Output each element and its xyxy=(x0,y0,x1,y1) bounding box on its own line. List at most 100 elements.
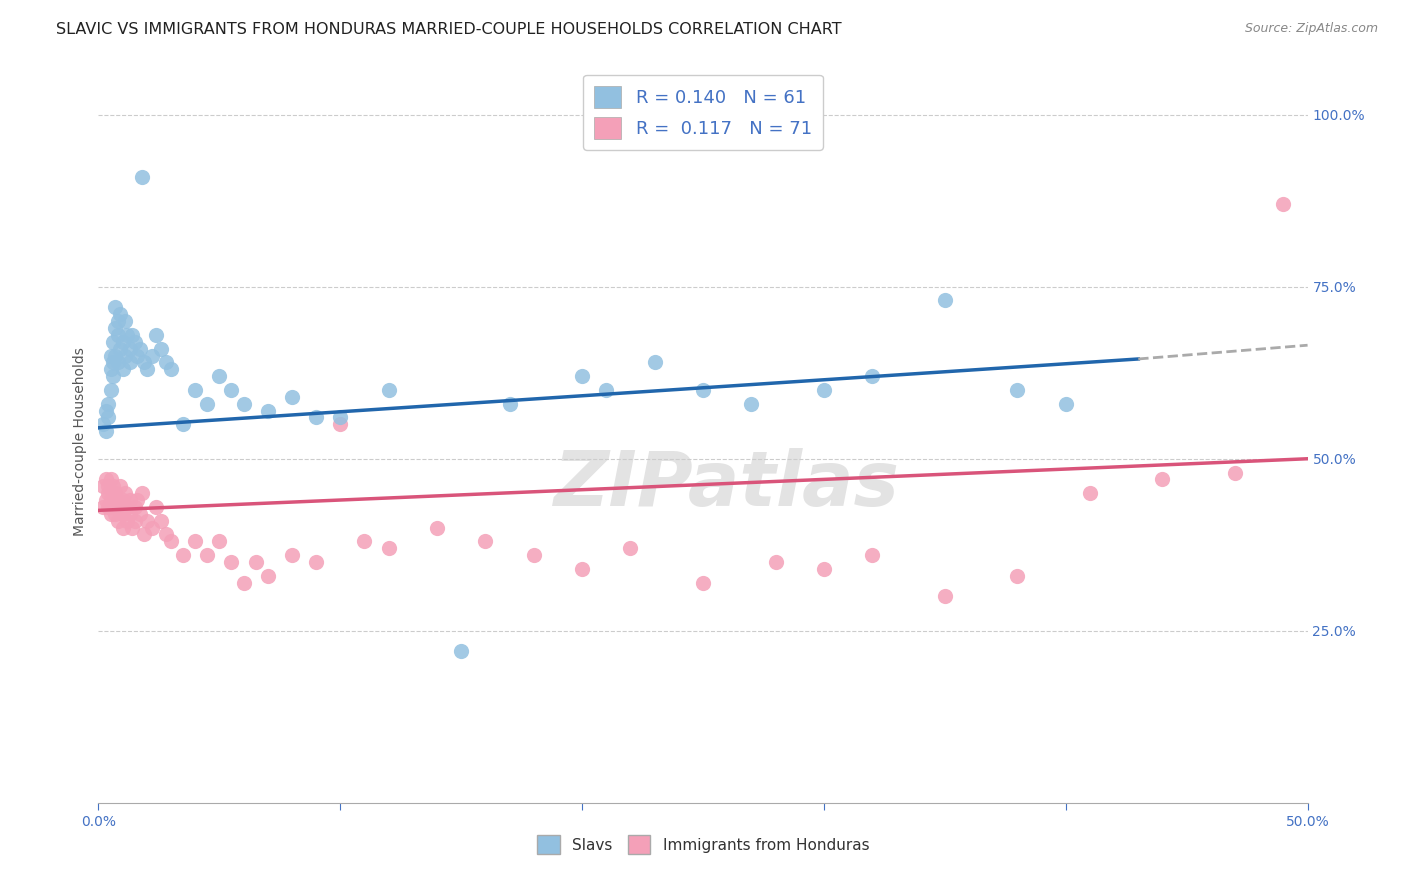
Text: SLAVIC VS IMMIGRANTS FROM HONDURAS MARRIED-COUPLE HOUSEHOLDS CORRELATION CHART: SLAVIC VS IMMIGRANTS FROM HONDURAS MARRI… xyxy=(56,22,842,37)
Point xyxy=(498,397,520,411)
Point xyxy=(107,500,129,514)
Point xyxy=(127,493,149,508)
Point xyxy=(111,334,134,349)
Text: Source: ZipAtlas.com: Source: ZipAtlas.com xyxy=(1244,22,1378,36)
Point xyxy=(1078,486,1101,500)
Point xyxy=(281,548,304,562)
Point xyxy=(232,397,254,411)
Point xyxy=(221,383,243,397)
Point xyxy=(104,301,127,315)
Point xyxy=(104,349,127,363)
Point xyxy=(377,541,399,556)
Point xyxy=(94,493,117,508)
Point xyxy=(108,500,131,514)
Point xyxy=(100,362,122,376)
Point xyxy=(118,493,141,508)
Point xyxy=(134,527,156,541)
Point xyxy=(104,321,127,335)
Point xyxy=(107,355,129,369)
Point xyxy=(1272,197,1295,211)
Point xyxy=(860,548,883,562)
Point xyxy=(208,534,231,549)
Point xyxy=(426,520,449,534)
Point xyxy=(305,555,328,569)
Point xyxy=(124,514,146,528)
Point xyxy=(128,507,150,521)
Point xyxy=(111,507,134,521)
Point xyxy=(765,555,787,569)
Point xyxy=(97,486,120,500)
Point xyxy=(97,500,120,514)
Point xyxy=(124,500,146,514)
Point xyxy=(97,397,120,411)
Point xyxy=(118,342,141,356)
Point xyxy=(100,383,122,397)
Point xyxy=(305,410,328,425)
Point xyxy=(813,383,835,397)
Point xyxy=(1007,568,1029,582)
Point xyxy=(377,383,399,397)
Point xyxy=(101,369,124,384)
Point xyxy=(155,355,177,369)
Point xyxy=(97,410,120,425)
Point xyxy=(117,514,139,528)
Point xyxy=(172,548,194,562)
Point xyxy=(101,486,124,500)
Point xyxy=(104,493,127,508)
Point xyxy=(145,327,167,342)
Point xyxy=(101,334,124,349)
Point xyxy=(121,327,143,342)
Point xyxy=(329,417,352,432)
Point xyxy=(107,493,129,508)
Point xyxy=(111,520,134,534)
Point xyxy=(94,424,117,438)
Point xyxy=(221,555,243,569)
Text: ZIPatlas: ZIPatlas xyxy=(554,448,900,522)
Point xyxy=(1152,472,1174,486)
Point xyxy=(104,486,127,500)
Point xyxy=(619,541,641,556)
Point xyxy=(135,362,157,376)
Point xyxy=(184,383,207,397)
Point xyxy=(100,472,122,486)
Point xyxy=(150,342,173,356)
Point xyxy=(232,575,254,590)
Point xyxy=(256,568,278,582)
Point xyxy=(101,500,124,514)
Point xyxy=(934,293,956,308)
Point xyxy=(141,520,163,534)
Point xyxy=(150,514,173,528)
Point xyxy=(124,334,146,349)
Point xyxy=(160,362,183,376)
Point xyxy=(91,500,114,514)
Point xyxy=(114,349,136,363)
Point xyxy=(107,314,129,328)
Point xyxy=(101,355,124,369)
Point xyxy=(131,486,153,500)
Point xyxy=(595,383,617,397)
Point xyxy=(114,500,136,514)
Point xyxy=(108,479,131,493)
Point xyxy=(184,534,207,549)
Point xyxy=(813,562,835,576)
Point xyxy=(245,555,267,569)
Point xyxy=(91,479,114,493)
Point xyxy=(740,397,762,411)
Point xyxy=(104,507,127,521)
Point xyxy=(101,479,124,493)
Point xyxy=(91,417,114,432)
Point xyxy=(135,514,157,528)
Point xyxy=(131,169,153,184)
Point xyxy=(141,349,163,363)
Point xyxy=(111,493,134,508)
Point xyxy=(450,644,472,658)
Point xyxy=(692,575,714,590)
Point xyxy=(118,355,141,369)
Point xyxy=(195,548,218,562)
Point xyxy=(100,493,122,508)
Point xyxy=(108,342,131,356)
Point xyxy=(208,369,231,384)
Point xyxy=(644,355,666,369)
Point xyxy=(118,507,141,521)
Point xyxy=(145,500,167,514)
